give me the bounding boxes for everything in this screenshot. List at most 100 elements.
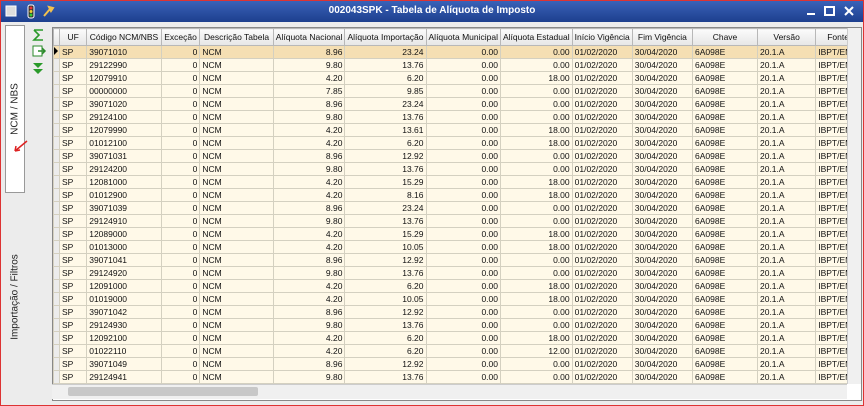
column-header[interactable]: Chave [692,28,758,46]
cell: NCM [199,136,274,150]
cell: 01/02/2020 [571,71,633,85]
cell: NCM [199,123,274,137]
filter-icon[interactable] [33,63,43,74]
cell: 20.1.A [756,292,817,306]
table-row[interactable]: SP 29124200 0 NCM 9.80 13.76 0.00 0.00 01/02/202… [53,162,861,176]
cell: 12.92 [344,305,427,319]
table-row[interactable]: SP 00000000 0 NCM 7.85 9.85 0.00 0.00 01/02/2020… [53,84,861,98]
cell: 0.00 [499,201,573,215]
table-row[interactable]: SP 12079990 0 NCM 4.20 13.61 0.00 18.00 01/02/20… [53,123,861,137]
tab[interactable]: NCM / NBS [5,25,25,193]
cell: 0 [160,149,201,163]
cell: 0.00 [425,136,501,150]
cell: 0.00 [425,292,501,306]
cell: 20.1.A [756,175,817,189]
cell: 12092100 [86,331,162,345]
cell: SP [58,227,88,241]
table-row[interactable]: SP 12092100 0 NCM 4.20 6.20 0.00 18.00 01/02/202… [53,331,861,345]
table-row[interactable]: SP 01019000 0 NCM 4.20 10.05 0.00 18.00 01/02/20… [53,292,861,306]
cell: 8.96 [272,201,346,215]
table-row[interactable]: SP 29124920 0 NCM 9.80 13.76 0.00 0.00 01/02/202… [53,266,861,280]
cell: 6A098E [692,84,758,98]
column-header[interactable]: Fim Vigência [631,28,694,46]
cell: 4.20 [272,175,346,189]
cell: 0.00 [499,162,573,176]
table-row[interactable]: SP 39071042 0 NCM 8.96 12.92 0.00 0.00 01/02/202… [53,305,861,319]
cell: 13.76 [344,58,427,72]
table-row[interactable]: SP 39071020 0 NCM 8.96 23.24 0.00 0.00 01/02/202… [53,97,861,111]
cell: 30/04/2020 [631,357,694,371]
cell: 13.61 [344,123,427,137]
cell: 20.1.A [756,45,817,59]
app-icon[interactable] [5,5,17,17]
scroll-thumb[interactable] [68,387,258,396]
table-row[interactable]: SP 29124910 0 NCM 9.80 13.76 0.00 0.00 01/02/202… [53,214,861,228]
table-row[interactable]: SP 29124930 0 NCM 9.80 13.76 0.00 0.00 01/02/202… [53,318,861,332]
table-row[interactable]: SP 12089000 0 NCM 4.20 15.29 0.00 18.00 01/02/20… [53,227,861,241]
column-header[interactable]: Início Vigência [571,28,633,46]
tool-icon[interactable] [43,5,55,17]
table-row[interactable]: SP 01012900 0 NCM 4.20 8.16 0.00 18.00 01/02/202… [53,188,861,202]
cell: 13.76 [344,110,427,124]
window-controls [807,6,854,16]
table-row[interactable]: SP 39071049 0 NCM 8.96 12.92 0.00 0.00 01/02/202… [53,357,861,371]
table-row[interactable]: SP 39071031 0 NCM 8.96 12.92 0.00 0.00 01/02/202… [53,149,861,163]
table-row[interactable]: SP 01022110 0 NCM 4.20 6.20 0.00 12.00 01/02/202… [53,344,861,358]
cell: 0.00 [499,214,573,228]
table-row[interactable]: SP 39071010 0 NCM 8.96 23.24 0.00 0.00 01/02/202… [53,45,861,59]
column-header[interactable]: Alíquota Importação [344,28,427,46]
cell: 20.1.A [756,58,817,72]
cell: 0.00 [425,71,501,85]
column-header[interactable]: Descrição Tabela [199,28,274,46]
column-header[interactable]: Exceção [160,28,201,46]
table-row[interactable]: SP 29124941 0 NCM 9.80 13.76 0.00 0.00 01/02/202… [53,370,861,384]
table-row[interactable]: SP 01013000 0 NCM 4.20 10.05 0.00 18.00 01/02/20… [53,240,861,254]
cell: 0.00 [499,266,573,280]
cell: SP [58,240,88,254]
table-row[interactable]: SP 12079910 0 NCM 4.20 6.20 0.00 18.00 01/02/202… [53,71,861,85]
cell: 30/04/2020 [631,71,694,85]
table-row[interactable]: SP 12091000 0 NCM 4.20 6.20 0.00 18.00 01/02/202… [53,279,861,293]
cell: 8.96 [272,97,346,111]
cell: 0.00 [499,45,573,59]
cell: 0 [160,240,201,254]
cell: 6.20 [344,344,427,358]
cell: 29122990 [86,58,162,72]
cell: 4.20 [272,279,346,293]
cell: 6A098E [692,58,758,72]
cell: SP [58,162,88,176]
column-header[interactable]: Código NCM/NBS [86,28,162,46]
table-row[interactable]: SP 01012100 0 NCM 4.20 6.20 0.00 18.00 01/02/202… [53,136,861,150]
column-header[interactable]: Versão [756,28,817,46]
table-row[interactable]: SP 39071041 0 NCM 8.96 12.92 0.00 0.00 01/02/202… [53,253,861,267]
cell: 01019000 [86,292,162,306]
cell: 29124200 [86,162,162,176]
cell: 12079990 [86,123,162,137]
column-header[interactable]: UF [58,28,88,46]
minimize[interactable] [807,13,815,15]
tab[interactable]: Importação / Filtros [5,197,25,397]
cell: 9.80 [272,266,346,280]
table-row[interactable]: SP 39071039 0 NCM 8.96 23.24 0.00 0.00 01/02/202… [53,201,861,215]
cell: 6.20 [344,71,427,85]
cell: 20.1.A [756,123,817,137]
column-header[interactable]: Alíquota Nacional [272,28,346,46]
close[interactable] [844,6,854,16]
vertical-scrollbar[interactable] [847,28,861,384]
cell: 7.85 [272,84,346,98]
table-row[interactable]: SP 29124100 0 NCM 9.80 13.76 0.00 0.00 01/02/202… [53,110,861,124]
table-row[interactable]: SP 12081000 0 NCM 4.20 15.29 0.00 18.00 01/02/20… [53,175,861,189]
cell: 20.1.A [756,370,817,384]
table-row[interactable]: SP 29122990 0 NCM 9.80 13.76 0.00 0.00 01/02/202… [53,58,861,72]
maximize[interactable] [824,6,835,16]
horizontal-scrollbar[interactable] [52,384,847,399]
cell: NCM [199,110,274,124]
cell: SP [58,357,88,371]
cell: 30/04/2020 [631,123,694,137]
cell: 6A098E [692,370,758,384]
cell: NCM [199,370,274,384]
column-header[interactable]: Alíquota Estadual [499,28,573,46]
sum-icon[interactable] [32,29,43,41]
column-header[interactable]: Alíquota Municipal [425,28,501,46]
cell: 12.92 [344,357,427,371]
